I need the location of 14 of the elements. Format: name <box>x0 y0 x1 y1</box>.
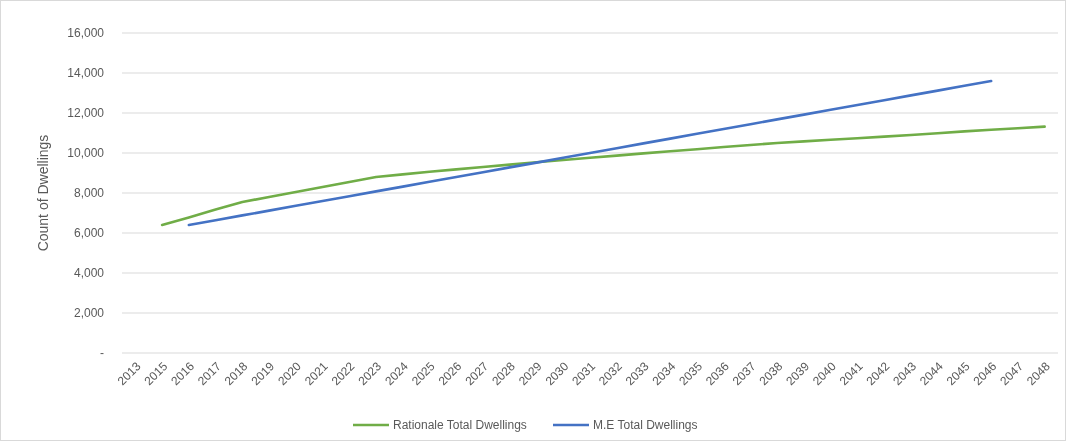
y-tick-label: 2,000 <box>73 306 105 321</box>
y-tick-label: 16,000 <box>67 26 105 41</box>
y-tick-label: 4,000 <box>73 266 105 281</box>
y-tick-label: 8,000 <box>73 186 105 201</box>
line-series <box>187 79 993 227</box>
legend-label: Rationale Total Dwellings <box>393 418 527 433</box>
legend-label: M.E Total Dwellings <box>593 418 698 433</box>
y-tick-label: 6,000 <box>73 226 105 241</box>
line-series <box>160 125 1046 227</box>
y-tick-label: 14,000 <box>67 66 105 81</box>
y-tick-label: - <box>100 346 104 361</box>
y-tick-label: 10,000 <box>67 146 105 161</box>
y-tick-label: 12,000 <box>67 106 105 121</box>
y-axis-title: Count of Dwellings <box>35 134 51 252</box>
